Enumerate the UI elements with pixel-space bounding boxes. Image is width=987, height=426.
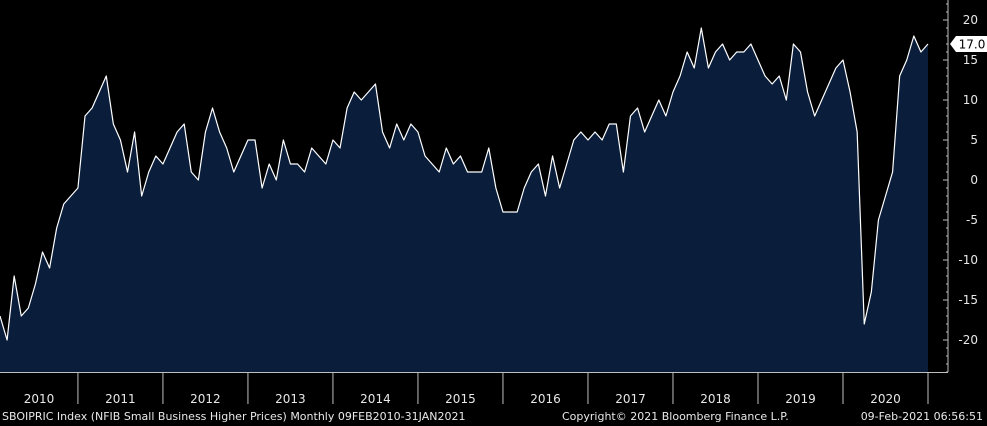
series-area-fill	[0, 28, 928, 372]
last-value-label: 17.0	[959, 38, 986, 52]
last-value-badge	[950, 36, 987, 52]
y-tick-label: 5	[970, 133, 978, 147]
y-tick-label: 0	[970, 173, 978, 187]
x-year-label: 2019	[785, 392, 816, 406]
y-tick-label: 20	[963, 13, 978, 27]
y-tick-label: 15	[963, 53, 978, 67]
y-tick-label: -15	[958, 293, 978, 307]
x-year-label: 2013	[275, 392, 306, 406]
x-year-label: 2012	[190, 392, 221, 406]
x-axis: 2010 2011 2012 2013 2014 2015 2016 2017 2018 2019…	[0, 372, 948, 406]
x-year-label: 2014	[360, 392, 391, 406]
x-year-label: 2011	[105, 392, 136, 406]
plot-area	[0, 27, 929, 372]
footer-copyright: Copyright© 2021 Bloomberg Finance L.P.	[562, 410, 789, 423]
footer-timestamp: 09-Feb-2021 06:56:51	[860, 410, 983, 423]
y-axis: 20 15 10 5 0 -5 -10 -15 -20	[943, 0, 978, 373]
y-tick-label: 10	[963, 93, 978, 107]
y-tick-label: -5	[966, 213, 978, 227]
y-tick-label: -20	[958, 333, 978, 347]
y-tick-label: -10	[958, 253, 978, 267]
x-year-label: 2015	[445, 392, 476, 406]
x-year-label: 2017	[615, 392, 646, 406]
series-line	[0, 27, 929, 341]
last-value-badge-group: 17.0	[950, 36, 987, 52]
x-year-label: 2018	[700, 392, 731, 406]
footer-index-description: SBOIPRIC Index (NFIB Small Business High…	[2, 410, 466, 423]
x-year-label: 2010	[24, 392, 55, 406]
x-year-label: 2020	[870, 392, 901, 406]
x-year-label: 2016	[530, 392, 561, 406]
